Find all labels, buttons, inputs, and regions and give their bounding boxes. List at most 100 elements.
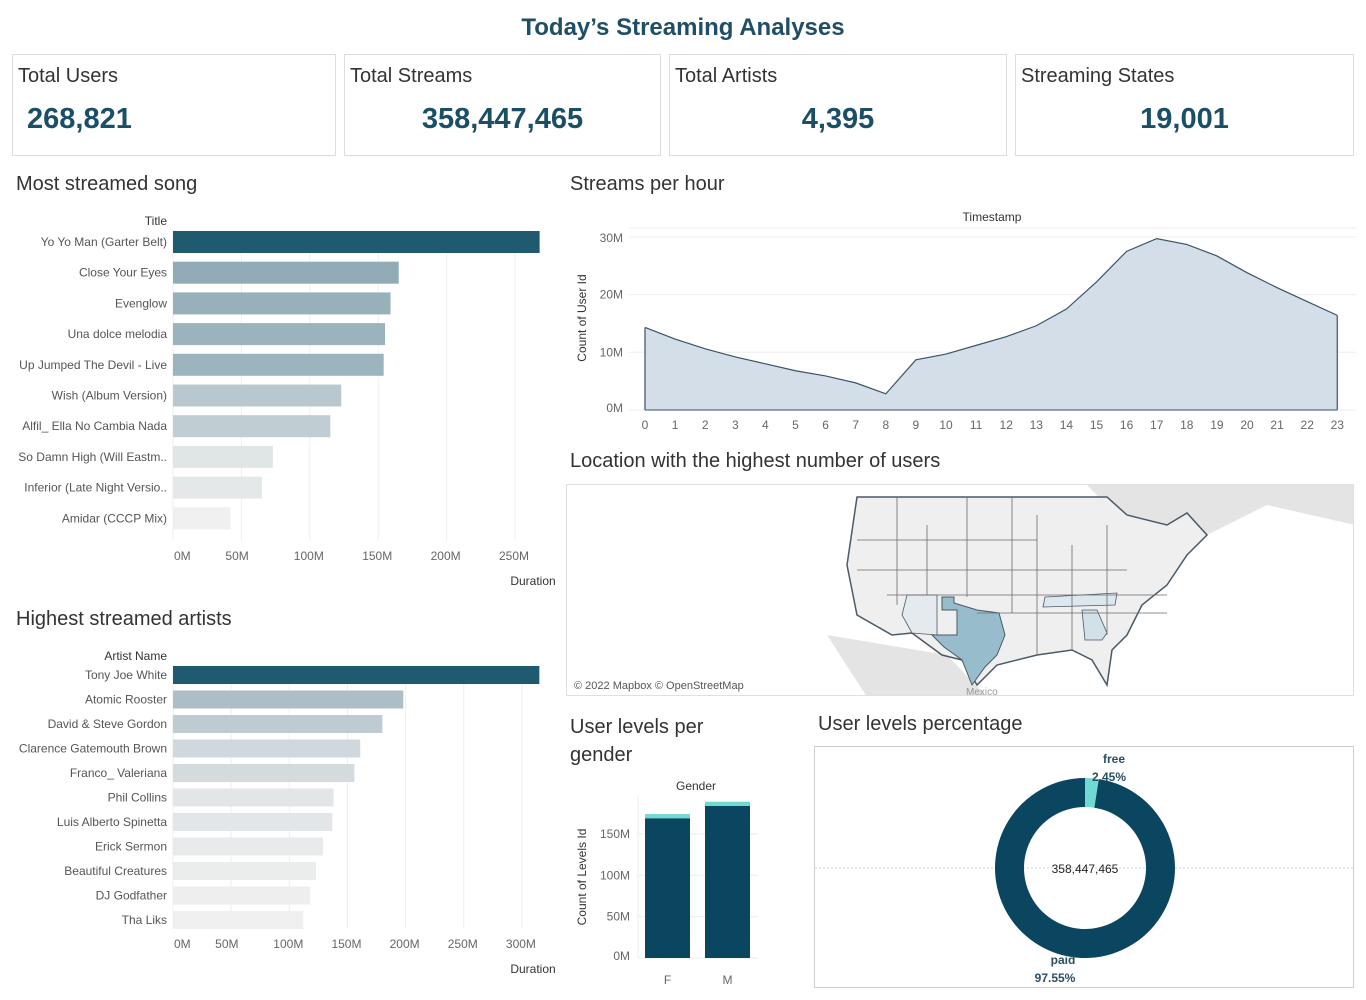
artists-title: Highest streamed artists [16, 608, 232, 630]
x-tick-label: 250M [499, 549, 529, 563]
x-tick-label: 2 [702, 418, 709, 432]
x-tick-label: 19 [1210, 418, 1224, 432]
y-tick-label: 150M [600, 827, 630, 841]
kpi-label: Total Users [18, 65, 119, 87]
bar [173, 813, 333, 831]
state-texas [930, 596, 1006, 687]
category-label: DJ Godfather [96, 889, 167, 903]
x-tick-label: 22 [1301, 418, 1315, 432]
songs-chart: 0M 50M 100M 150M 200M 250M Title Duration Yo Yo … [18, 214, 555, 588]
x-tick-label: 200M [431, 549, 461, 563]
bar [173, 476, 262, 499]
map-attribution: © 2022 Mapbox © OpenStreetMap [574, 680, 744, 692]
y-axis-header: Artist Name [104, 649, 167, 663]
x-tick-label: 18 [1180, 418, 1194, 432]
x-axis-title: Duration [510, 574, 555, 588]
state-georgia [1081, 609, 1108, 641]
bar [173, 764, 355, 782]
x-tick-label: 0 [642, 418, 649, 432]
bar [173, 886, 311, 905]
us-map[interactable]: © 2022 Mapbox © OpenStreetMap Mexico [566, 484, 1354, 696]
y-tick-label: 0M [613, 949, 630, 963]
kpi-streaming-states: Streaming States 19,001 [1015, 54, 1354, 156]
category-label: So Damn High (Will Eastm.. [18, 450, 167, 464]
x-axis-title: Duration [510, 962, 555, 976]
y-axis-header: Title [145, 214, 168, 228]
map-label-mexico: Mexico [966, 687, 998, 696]
dashboard-title: Today’s Streaming Analyses [521, 14, 845, 41]
bar [173, 292, 391, 315]
bar [173, 323, 386, 346]
x-tick-label: 11 [970, 418, 983, 432]
bar [173, 384, 342, 407]
x-tick-label: 3 [732, 418, 739, 432]
category-label: Wish (Album Version) [52, 389, 167, 403]
x-tick-label: 4 [762, 418, 769, 432]
x-axis-header: Timestamp [963, 210, 1022, 224]
x-tick-label: 150M [362, 549, 392, 563]
kpi-total-streams: Total Streams 358,447,465 [344, 54, 661, 156]
y-tick-label: 10M [600, 345, 623, 359]
state-tennessee [1042, 592, 1118, 608]
slice-label-value: 97.55% [1035, 971, 1076, 985]
x-tick-label: 200M [390, 937, 420, 951]
x-tick-label: 21 [1270, 418, 1284, 432]
y-tick-label: 50M [607, 910, 630, 924]
map-title: Location with the highest number of user… [570, 450, 941, 472]
slice-label-name: paid [1051, 953, 1076, 967]
x-axis-header: Gender [676, 779, 716, 793]
x-tick-label: 13 [1030, 418, 1044, 432]
series-line [644, 238, 1338, 395]
bar-paid [705, 805, 750, 958]
slice-paid [995, 778, 1175, 958]
bar [173, 507, 231, 530]
x-tick-label: 10 [939, 418, 953, 432]
basemap-land [807, 485, 1353, 695]
bar [173, 690, 404, 709]
category-label: Atomic Rooster [85, 693, 167, 707]
hourly-title: Streams per hour [570, 173, 725, 195]
bar-free [645, 814, 690, 819]
kpi-value: 19,001 [1140, 103, 1229, 135]
kpi-label: Streaming States [1021, 65, 1175, 87]
category-label: Luis Alberto Spinetta [57, 815, 167, 829]
category-label: Inferior (Late Night Versio.. [24, 481, 167, 495]
map-canvas: © 2022 Mapbox © OpenStreetMap Mexico [574, 485, 1353, 696]
category-label: Beautiful Creatures [64, 864, 167, 878]
x-tick-label: 1 [672, 418, 679, 432]
x-tick-label: 15 [1090, 418, 1104, 432]
bar [173, 715, 383, 733]
x-tick-label: M [723, 973, 733, 987]
kpi-value: 358,447,465 [421, 103, 584, 135]
category-label: Phil Collins [108, 791, 167, 805]
slice-free [1085, 778, 1099, 808]
x-tick-label: 150M [331, 937, 361, 951]
kpi-label: Total Streams [350, 65, 473, 87]
bar [173, 788, 334, 807]
y-axis-title: Count of Levels Id [575, 829, 589, 926]
x-tick-label: 5 [792, 418, 799, 432]
x-tick-label: 100M [294, 549, 324, 563]
kpi-value: 268,821 [27, 103, 132, 135]
category-label: Close Your Eyes [79, 266, 167, 280]
category-label: Una dolce melodia [68, 327, 168, 341]
y-tick-label: 20M [600, 288, 623, 302]
x-tick-label: 17 [1150, 418, 1164, 432]
kpi-value: 4,395 [801, 103, 875, 135]
artists-chart: 0M 50M 100M 150M 200M 250M 300M Artist Name Dura… [19, 649, 556, 976]
category-label: Evenglow [115, 296, 167, 310]
category-label: Tony Joe White [85, 668, 167, 682]
bar-free [705, 801, 750, 806]
x-tick-label: 9 [913, 418, 920, 432]
donut-center-label: 358,447,465 [1052, 862, 1119, 876]
category-label: Yo Yo Man (Garter Belt) [41, 235, 167, 249]
x-tick-label: 50M [225, 549, 248, 563]
x-tick-label: 250M [448, 937, 478, 951]
bar [173, 415, 331, 438]
y-axis-title: Count of User Id [575, 274, 589, 361]
donut-chart: 358,447,465 free 2.45% paid 97.55% [815, 752, 1355, 985]
x-tick-label: 0M [174, 937, 191, 951]
x-tick-label: 300M [506, 937, 536, 951]
category-label: Clarence Gatemouth Brown [19, 742, 167, 756]
